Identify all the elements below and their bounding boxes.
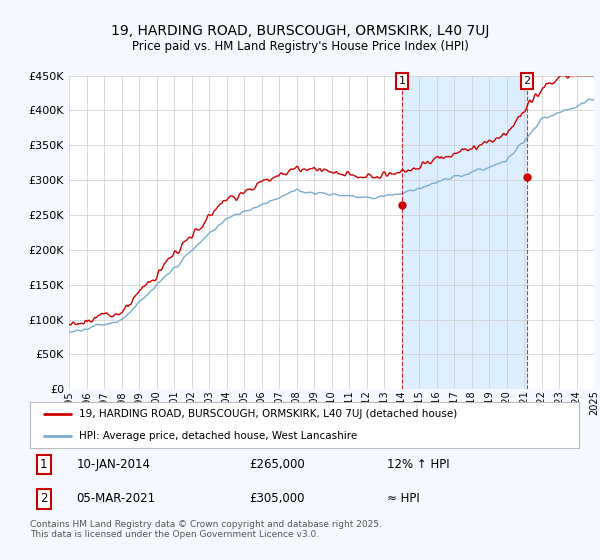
Text: 19, HARDING ROAD, BURSCOUGH, ORMSKIRK, L40 7UJ (detached house): 19, HARDING ROAD, BURSCOUGH, ORMSKIRK, L… [79, 409, 458, 419]
Text: Contains HM Land Registry data © Crown copyright and database right 2025.
This d: Contains HM Land Registry data © Crown c… [30, 520, 382, 539]
Bar [402, 76, 527, 389]
Text: 1: 1 [40, 458, 47, 471]
Text: Price paid vs. HM Land Registry's House Price Index (HPI): Price paid vs. HM Land Registry's House … [131, 40, 469, 53]
Text: ≈ HPI: ≈ HPI [387, 492, 419, 505]
Text: 05-MAR-2021: 05-MAR-2021 [77, 492, 156, 505]
Text: £305,000: £305,000 [250, 492, 305, 505]
Text: 2: 2 [523, 76, 530, 86]
Text: 10-JAN-2014: 10-JAN-2014 [77, 458, 151, 471]
Text: 2: 2 [40, 492, 47, 505]
Text: £265,000: £265,000 [250, 458, 305, 471]
Text: 12% ↑ HPI: 12% ↑ HPI [387, 458, 449, 471]
Text: 1: 1 [398, 76, 406, 86]
Text: 19, HARDING ROAD, BURSCOUGH, ORMSKIRK, L40 7UJ: 19, HARDING ROAD, BURSCOUGH, ORMSKIRK, L… [111, 24, 489, 38]
Text: HPI: Average price, detached house, West Lancashire: HPI: Average price, detached house, West… [79, 431, 358, 441]
